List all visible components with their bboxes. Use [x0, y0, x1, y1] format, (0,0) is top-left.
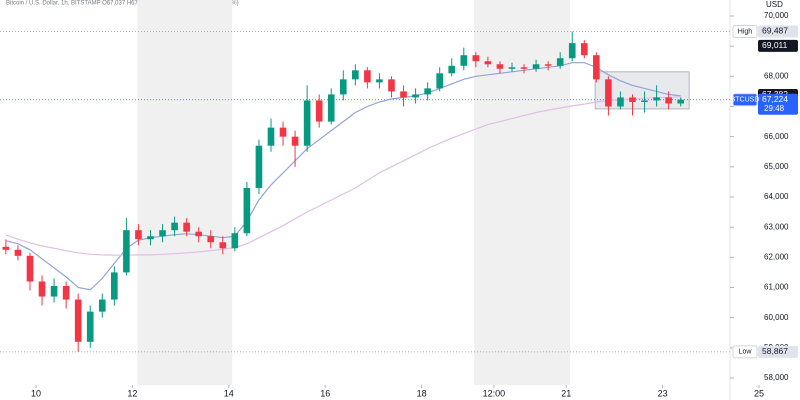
candle-body — [376, 79, 383, 83]
y-tick-label: 63,000 — [764, 222, 789, 231]
candle-body — [123, 230, 130, 273]
candle-body — [556, 58, 564, 66]
candle-body — [496, 64, 504, 69]
y-tick-label: 65,000 — [764, 162, 789, 171]
x-tick-label: 10 — [31, 388, 41, 398]
candle-body — [580, 43, 588, 56]
price-label-sub: 29:48 — [764, 104, 785, 113]
candle-body — [74, 299, 82, 342]
shaded-range — [137, 0, 233, 385]
price-label-box — [758, 345, 798, 358]
candle-body — [327, 94, 335, 122]
candle-body — [677, 99, 685, 104]
price-label: 69,487 — [762, 26, 788, 36]
candle-body — [339, 79, 347, 95]
candle-body — [460, 55, 468, 66]
y-tick-label: 68,000 — [764, 71, 789, 80]
candle-body — [38, 281, 46, 297]
y-tick-label: 70,000 — [764, 11, 789, 20]
candle-body — [532, 64, 540, 69]
candle-body — [412, 94, 419, 98]
x-tick-label: 12:00 — [483, 388, 506, 398]
candle-body — [436, 73, 444, 89]
candle-body — [568, 43, 576, 59]
candle-body — [617, 97, 624, 107]
y-tick-label: 61,000 — [764, 283, 789, 292]
candle-body — [195, 231, 202, 237]
candle-body — [86, 311, 94, 342]
candle-body — [400, 91, 407, 98]
candle-body — [424, 88, 431, 95]
y-tick-label: 64,000 — [764, 192, 789, 201]
candle-body — [520, 67, 528, 69]
candle-body — [593, 55, 600, 80]
candle-body — [14, 249, 22, 256]
y-tick-label: 62,000 — [764, 252, 789, 261]
y-tick-label: 60,000 — [764, 313, 789, 322]
price-tag: High — [738, 28, 753, 35]
candle-body — [303, 100, 311, 146]
candle-body — [2, 246, 10, 250]
candle-body — [315, 100, 323, 122]
price-label-box — [758, 93, 798, 115]
candle-body — [629, 97, 636, 102]
price-tag: BTCUSD — [731, 97, 760, 104]
candle-body — [50, 285, 58, 297]
candle-body — [291, 136, 299, 146]
candle-body — [98, 299, 106, 312]
x-tick-label: 21 — [561, 388, 571, 398]
candle-body — [219, 242, 227, 249]
candle-body — [207, 236, 215, 243]
x-tick-label: 14 — [224, 388, 234, 398]
price-tag-box — [732, 93, 758, 107]
candle-body — [388, 79, 395, 92]
x-tick-label: 16 — [320, 388, 330, 398]
y-tick-label: 58,000 — [764, 373, 789, 382]
candle-body — [231, 233, 239, 249]
moving-average — [5, 62, 681, 291]
candle-body — [352, 70, 359, 80]
candle-body — [508, 67, 516, 69]
candle-body — [448, 65, 456, 74]
candle-body — [641, 100, 648, 102]
price-label-box — [758, 39, 798, 52]
price-label: 58,867 — [762, 346, 788, 356]
candle-body — [26, 255, 34, 282]
price-label: 69,011 — [762, 40, 788, 50]
price-tag-box — [732, 24, 758, 38]
candle-body — [171, 222, 178, 231]
candle-body — [484, 61, 492, 65]
candle-body — [605, 79, 612, 107]
price-label-box — [758, 25, 798, 38]
x-tick-label: 18 — [417, 388, 427, 398]
candle-body — [159, 230, 166, 237]
shaded-range — [474, 0, 571, 385]
candle-body — [255, 145, 263, 188]
price-tag-box — [732, 345, 758, 359]
candle-body — [364, 70, 371, 83]
candle-body — [183, 222, 190, 232]
price-label: 67,224 — [762, 94, 788, 104]
candle-body — [279, 127, 287, 137]
candle-body — [147, 236, 154, 240]
candle-body — [111, 272, 118, 300]
candle-body — [653, 97, 660, 101]
axis-unit: USD — [766, 0, 783, 9]
candle-body — [472, 55, 480, 62]
x-tick-label: 12 — [127, 388, 137, 398]
candle-body — [665, 97, 672, 104]
candle-body — [243, 187, 251, 234]
x-tick-label: 25 — [754, 388, 764, 398]
chart-title: Bitcoin / U.S. Dollar, 1h, BITSTAMP O67,… — [6, 1, 239, 7]
moving-average — [5, 96, 681, 256]
price-tag: Low — [739, 349, 753, 356]
candle-body — [267, 127, 275, 146]
candle-body — [62, 285, 70, 300]
candle-body — [135, 230, 142, 240]
candle-body — [544, 64, 552, 66]
y-tick-label: 66,000 — [764, 132, 789, 141]
x-tick-label: 23 — [658, 388, 668, 398]
